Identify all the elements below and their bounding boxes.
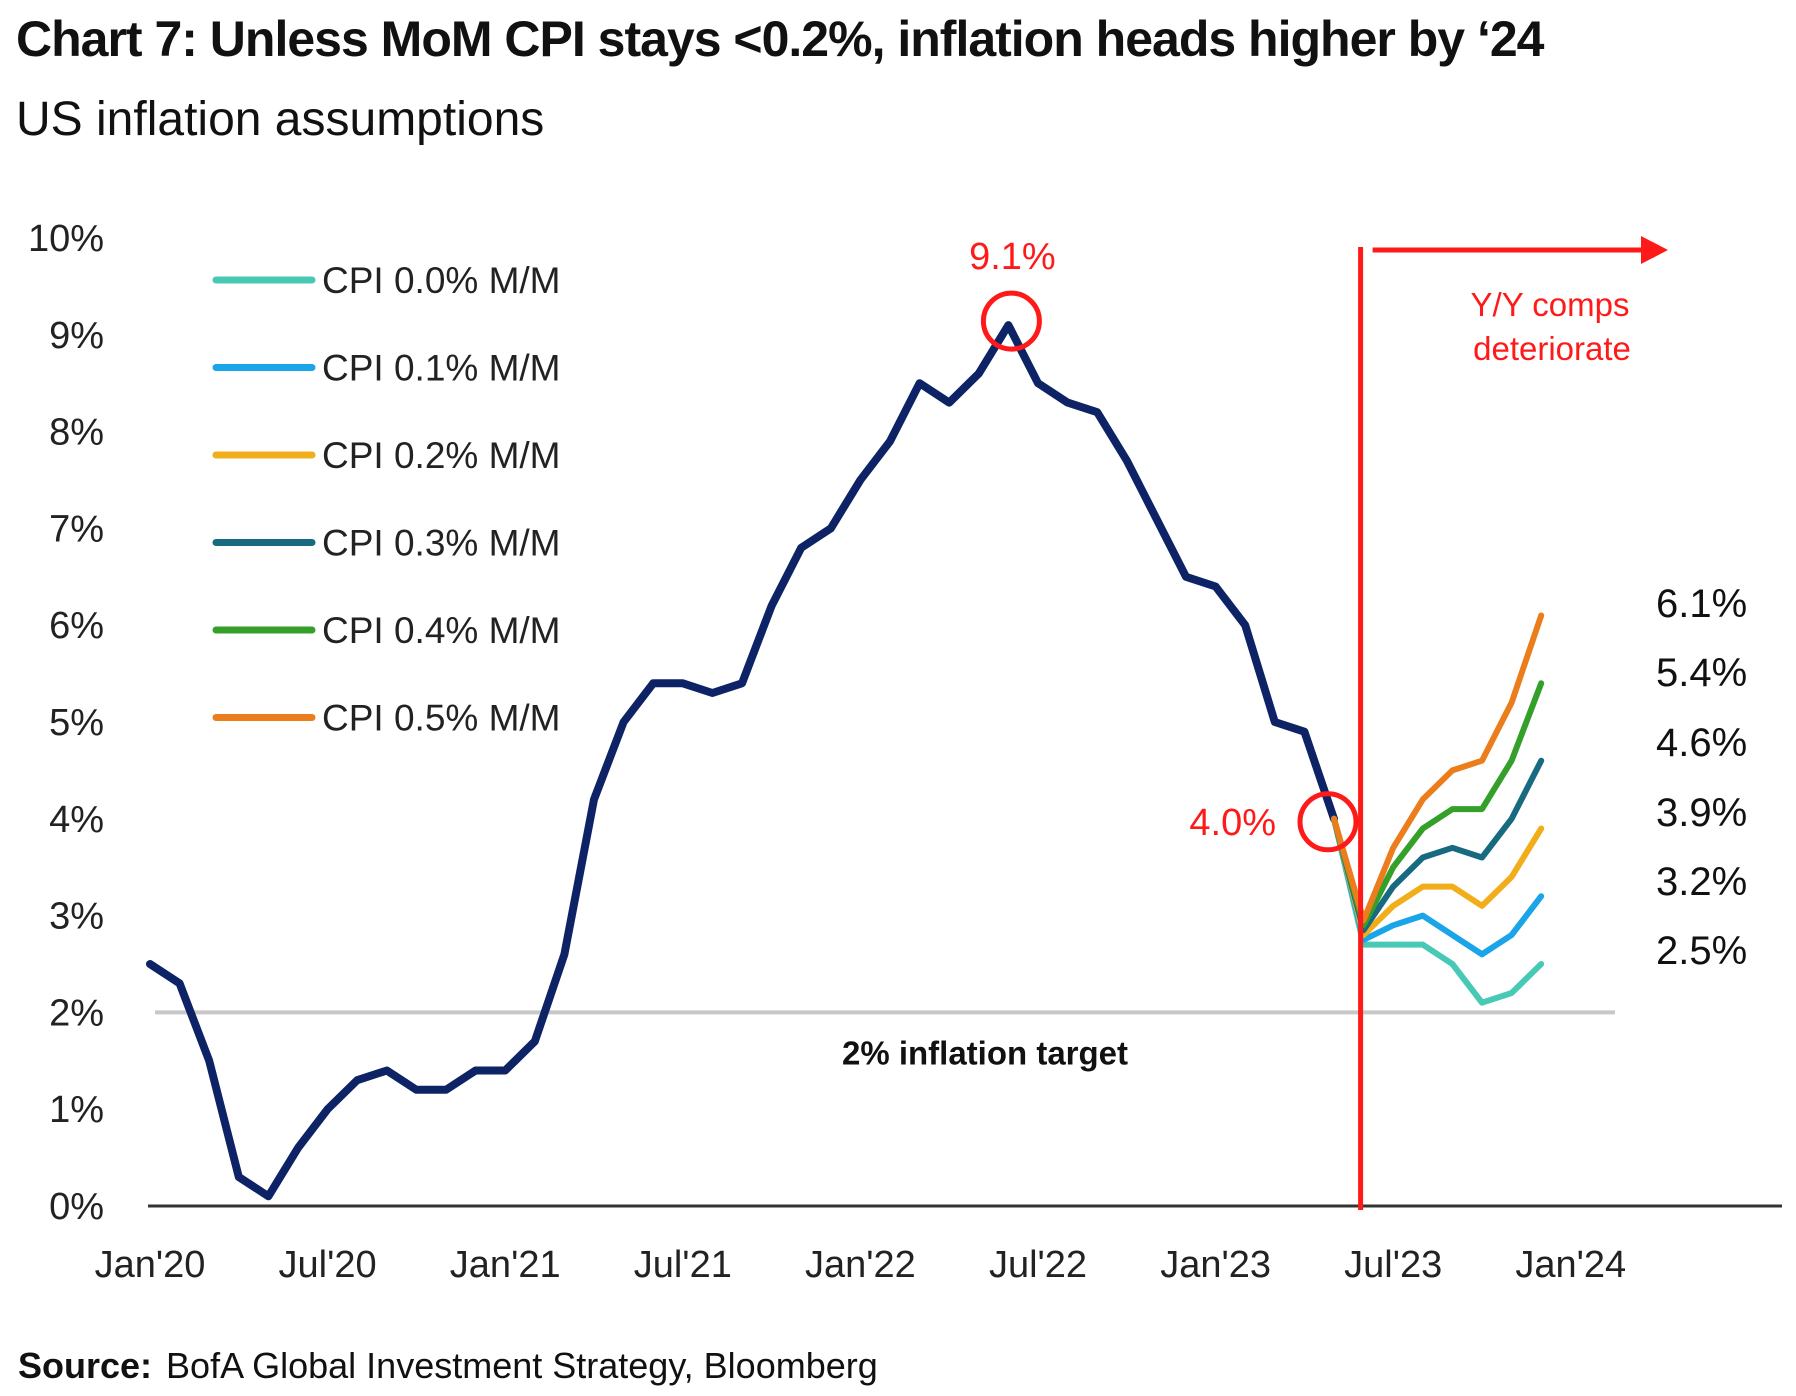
y-tick-label: 5%: [49, 702, 104, 744]
legend-label: CPI 0.0% M/M: [322, 260, 561, 301]
peak-label: 9.1%: [969, 236, 1056, 278]
end-value-label: 2.5%: [1656, 929, 1747, 973]
legend-label: CPI 0.1% M/M: [322, 348, 561, 389]
annotation-layer: 9.1% 4.0%: [969, 236, 1359, 853]
source-text: BofA Global Investment Strategy, Bloombe…: [166, 1345, 878, 1386]
inflation-chart: 2% inflation target 10%9%8%7%6%5%4%3%2%1…: [28, 218, 1782, 1286]
series-layer: [146, 321, 1545, 1201]
y-tick-label: 0%: [49, 1186, 104, 1228]
end-value-label: 6.1%: [1656, 582, 1747, 626]
scenario-line: [1331, 612, 1545, 924]
y-tick-label: 8%: [49, 412, 104, 454]
scenario-line: [1331, 815, 1545, 958]
current-highlight-circle: [1297, 791, 1359, 853]
scenario-line: [1331, 815, 1545, 1006]
y-tick-label: 7%: [49, 508, 104, 550]
legend-label: CPI 0.2% M/M: [322, 435, 561, 476]
y-tick-label: 9%: [49, 315, 104, 357]
y-tick-label: 6%: [49, 605, 104, 647]
y-tick-label: 2%: [49, 992, 104, 1034]
divider-label-line1: Y/Y comps: [1471, 286, 1630, 323]
end-value-label: 4.6%: [1656, 721, 1747, 765]
y-tick-label: 10%: [28, 218, 104, 260]
axis-layer: 10% 9% 8% 7% 6% 5% 4% 3% 2% 1% 0% Jan'20 Jul'20 Jan'2…: [28, 218, 1782, 1286]
divider-arrow-head: [1641, 236, 1668, 264]
y-tick-label: 4%: [49, 799, 104, 841]
x-tick-label: Jan'20: [95, 1244, 206, 1286]
x-tick-label: Jan'24: [1515, 1244, 1626, 1286]
end-value-label: 3.2%: [1656, 860, 1747, 904]
legend-label: CPI 0.4% M/M: [322, 610, 561, 651]
x-tick-label: Jan'22: [805, 1244, 916, 1286]
end-value-label: 3.9%: [1656, 791, 1747, 835]
legend-label: CPI 0.3% M/M: [322, 523, 561, 564]
divider-label-line2: deteriorate: [1473, 330, 1631, 367]
actual-cpi-line: [146, 321, 1338, 1201]
chart-title: Chart 7: Unless MoM CPI stays <0.2%, inf…: [16, 11, 1544, 67]
peak-highlight-circle: [980, 290, 1042, 352]
end-value-label: 5.4%: [1656, 651, 1747, 695]
source-label: Source:: [18, 1345, 153, 1386]
x-tick-label: Jul'20: [279, 1244, 377, 1286]
y-tick-label: 1%: [49, 1089, 104, 1131]
chart-subtitle: US inflation assumptions: [16, 93, 545, 146]
x-tick-label: Jan'21: [450, 1244, 561, 1286]
x-tick-label: Jul'23: [1344, 1244, 1442, 1286]
scenario-line: [1331, 815, 1545, 938]
current-label: 4.0%: [1189, 802, 1276, 844]
source-note: Source: BofA Global Investment Strategy, …: [18, 1345, 878, 1387]
legend: CPI 0.0% M/M CPI 0.1% M/M CPI 0.2% M/M CPI …: [212, 260, 561, 739]
target-layer: 2% inflation target: [155, 1010, 1615, 1071]
scenario-line: [1331, 757, 1545, 934]
divider-layer: Y/Y comps deteriorate: [1358, 236, 1668, 1210]
x-tick-label: Jul'22: [989, 1244, 1087, 1286]
x-tick-label: Jul'21: [634, 1244, 732, 1286]
end-labels: 2.5% 3.2% 3.9% 4.6% 5.4% 6.1%: [1656, 582, 1747, 973]
x-tick-label: Jan'23: [1160, 1244, 1271, 1286]
target-label: 2% inflation target: [842, 1034, 1128, 1071]
y-tick-label: 3%: [49, 896, 104, 938]
legend-label: CPI 0.5% M/M: [322, 698, 561, 739]
